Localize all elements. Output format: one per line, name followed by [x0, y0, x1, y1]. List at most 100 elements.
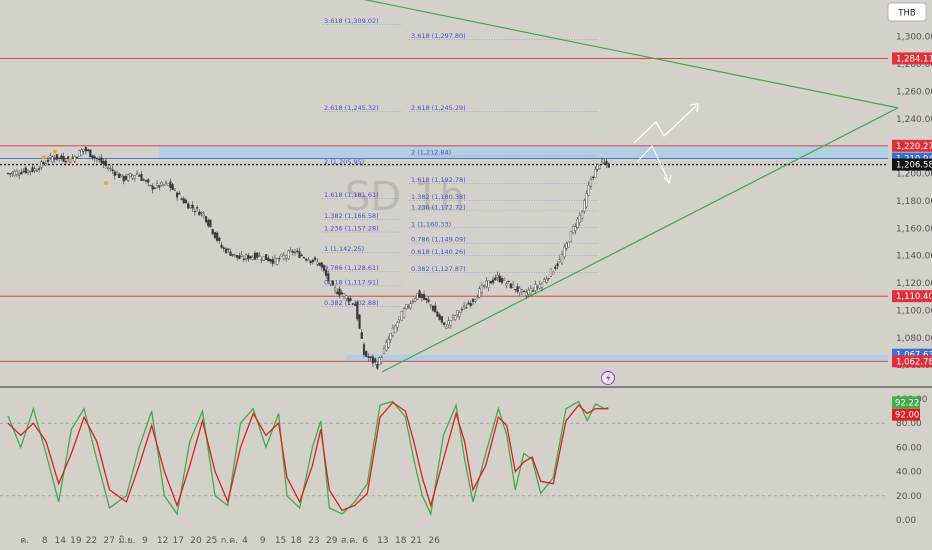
fib-level-b-label: 0.382 (1,127.87) — [411, 265, 466, 273]
candle-body — [569, 230, 573, 242]
candle-body — [592, 176, 595, 178]
candle-body — [318, 262, 321, 266]
candle-body — [38, 168, 41, 170]
candle-body — [253, 252, 257, 260]
stochastic-axis-tick: 80.00 — [896, 419, 922, 429]
candle-body — [596, 164, 599, 170]
price-tag-label: 1,284.11 — [896, 54, 932, 64]
candle-body — [95, 157, 99, 160]
candle-body — [471, 298, 475, 302]
candle-body — [456, 310, 459, 315]
candle-body — [345, 295, 348, 299]
candle-body — [536, 286, 539, 288]
stochastic-pane[interactable] — [0, 400, 888, 517]
candle-body — [336, 291, 339, 295]
candle-body — [505, 283, 508, 286]
time-axis-tick: 12 — [157, 536, 168, 546]
candle-body — [69, 161, 72, 164]
candle-body — [567, 241, 570, 248]
candle-body — [82, 148, 85, 152]
candle-body — [262, 256, 265, 261]
candle-body — [467, 302, 470, 305]
currency-button[interactable]: THB — [887, 2, 927, 22]
candle-body — [271, 259, 274, 264]
candle-body — [558, 259, 561, 262]
candle-body — [175, 192, 179, 198]
candle-body — [104, 160, 107, 166]
lightning-icon[interactable] — [601, 371, 615, 385]
candle-body — [127, 174, 130, 181]
candle-body — [40, 161, 43, 168]
candle-body — [333, 287, 337, 291]
candle-body — [327, 273, 330, 282]
fib-level-b-label: 1 (1,160.33) — [411, 220, 451, 228]
fib-level-a-label: 0.618 (1,117.91) — [324, 278, 379, 286]
candle-body — [427, 299, 430, 303]
candle-body — [320, 262, 323, 268]
price-tag[interactable]: 1,284.11 — [892, 52, 932, 65]
candle-body — [369, 356, 372, 358]
candle-body — [487, 280, 490, 288]
candle-body — [73, 156, 76, 162]
price-tag[interactable]: 1,062.78 — [892, 355, 932, 368]
candle-body — [360, 332, 363, 339]
candle-body — [133, 175, 136, 179]
candle-body — [500, 278, 504, 283]
candle-body — [265, 254, 268, 261]
candle-body — [329, 280, 332, 284]
candle-body — [605, 160, 608, 165]
candle-body — [220, 244, 223, 248]
candle-body — [58, 157, 61, 159]
candle-body — [374, 358, 377, 363]
price-tag-background — [892, 139, 932, 152]
candle-body — [458, 312, 461, 317]
price-tag-label: 1,062.78 — [896, 357, 932, 367]
candle-body — [322, 265, 326, 271]
candle-body — [51, 156, 54, 163]
candle-body — [164, 182, 168, 184]
fib-level-a-label: 3.618 (1,309.02) — [324, 17, 379, 25]
candle-body — [102, 161, 105, 165]
candle-body — [89, 149, 92, 158]
candle-body — [107, 167, 110, 169]
candle-body — [64, 161, 67, 163]
fib-level-a-label: 1 (1,142.25) — [324, 245, 364, 253]
candle-body — [11, 172, 14, 175]
candle-body — [574, 226, 577, 231]
stochastic-value-tag — [892, 396, 920, 409]
price-tag[interactable]: 1,110.40 — [892, 290, 932, 303]
candle-body — [338, 288, 341, 296]
price-tag[interactable]: 1,206.58 — [892, 158, 932, 171]
price-tag[interactable]: 1,220.27 — [892, 139, 932, 152]
candle-body — [158, 185, 161, 188]
time-axis-tick: 27 — [103, 536, 114, 546]
candle-body — [389, 333, 392, 341]
candle-body — [178, 193, 181, 195]
candle-body — [42, 162, 45, 164]
candle-body — [298, 251, 301, 258]
price-axis-tick: 1,120.00 — [896, 279, 932, 289]
price-pane[interactable]: 3.618 (1,309.02) 2.618 (1,245.32) 2 (1,205… — [0, 0, 899, 373]
candle-body — [552, 271, 555, 275]
price-tag-background — [892, 158, 932, 171]
candle-body — [305, 258, 308, 261]
candle-body — [480, 285, 484, 293]
candle-body — [411, 301, 415, 303]
candle-body — [144, 180, 148, 182]
candle-body — [554, 266, 557, 269]
candle-body — [565, 243, 568, 249]
price-axis-tick: 1,200.00 — [896, 170, 932, 180]
candle-body — [436, 311, 439, 317]
candle-body — [351, 303, 354, 305]
fib-level-a-label: 1.618 (1,181.61) — [324, 191, 379, 199]
candle-body — [511, 284, 515, 288]
candle-body — [202, 213, 205, 216]
fib-level-b-label: 1.382 (1,180.38) — [411, 193, 466, 201]
stochastic-value-label: 92.22 — [895, 398, 919, 408]
fib-level-b-label: 2.618 (1,245.29) — [411, 104, 466, 112]
fib-level-a-label: 2 (1,205.95) — [324, 158, 364, 166]
candle-body — [22, 170, 25, 173]
candle-body — [24, 167, 27, 174]
candle-body — [572, 226, 575, 233]
